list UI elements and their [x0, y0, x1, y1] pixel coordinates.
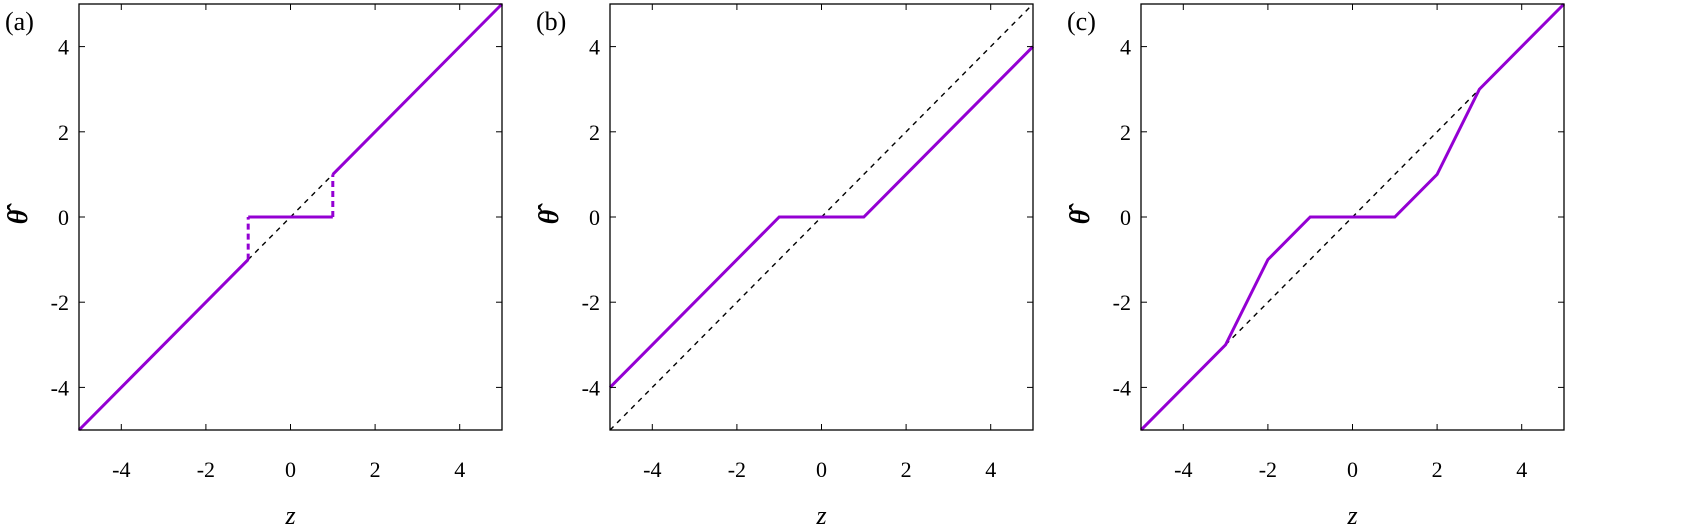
- y-tick-label: 4: [1120, 35, 1131, 60]
- x-tick-label: 0: [285, 457, 296, 482]
- y-tick-label: 4: [589, 35, 600, 60]
- panel-label: (b): [536, 7, 566, 36]
- x-tick-label: 0: [1347, 457, 1358, 482]
- y-tick-label: -2: [582, 290, 600, 315]
- panel-c: -4 -2 0 2 4 -4 -2 0 2 4 z θ̂ (c): [1065, 2, 1566, 530]
- x-tick-label: -2: [1259, 457, 1277, 482]
- series-line-purple: [1139, 2, 1566, 432]
- y-axis-label: θ̂: [3, 203, 34, 225]
- x-tick-label: 2: [901, 457, 912, 482]
- x-tick-label: -4: [112, 457, 130, 482]
- y-tick-label: 2: [58, 120, 69, 145]
- y-axis-label: θ̂: [534, 203, 565, 225]
- x-tick-label: -4: [643, 457, 661, 482]
- x-tick-label: 0: [816, 457, 827, 482]
- series-line-purple: [608, 45, 1035, 389]
- x-tick-label: 4: [985, 457, 996, 482]
- x-tick-label: 2: [1432, 457, 1443, 482]
- x-tick-label: -4: [1174, 457, 1192, 482]
- x-tick-label: 2: [370, 457, 381, 482]
- y-tick-label: -2: [1113, 290, 1131, 315]
- series-line-purple: [77, 258, 250, 432]
- panel-a: -4 -2 0 2 4 -4 -2 0 2 4 z θ̂ (a): [3, 2, 504, 530]
- y-tick-label: -4: [582, 375, 600, 400]
- y-tick-label: 0: [1120, 205, 1131, 230]
- panel-b: -4 -2 0 2 4 -4 -2 0 2 4 z θ̂ (b): [534, 3, 1035, 530]
- panel-label: (a): [5, 7, 34, 36]
- x-axis-label: z: [815, 501, 826, 530]
- y-tick-label: 2: [1120, 120, 1131, 145]
- y-tick-label: -4: [1113, 375, 1131, 400]
- x-tick-label: -2: [728, 457, 746, 482]
- x-tick-label: -2: [197, 457, 215, 482]
- x-axis-label: z: [1346, 501, 1357, 530]
- y-tick-label: 0: [589, 205, 600, 230]
- y-tick-label: -2: [51, 290, 69, 315]
- y-tick-label: 0: [58, 205, 69, 230]
- y-tick-label: -4: [51, 375, 69, 400]
- x-tick-label: 4: [1516, 457, 1527, 482]
- x-tick-label: 4: [454, 457, 465, 482]
- panel-label: (c): [1067, 7, 1096, 36]
- series-line-purple: [331, 2, 504, 176]
- y-tick-label: 4: [58, 35, 69, 60]
- x-axis-label: z: [284, 501, 295, 530]
- y-axis-label: θ̂: [1065, 203, 1096, 225]
- y-tick-label: 2: [589, 120, 600, 145]
